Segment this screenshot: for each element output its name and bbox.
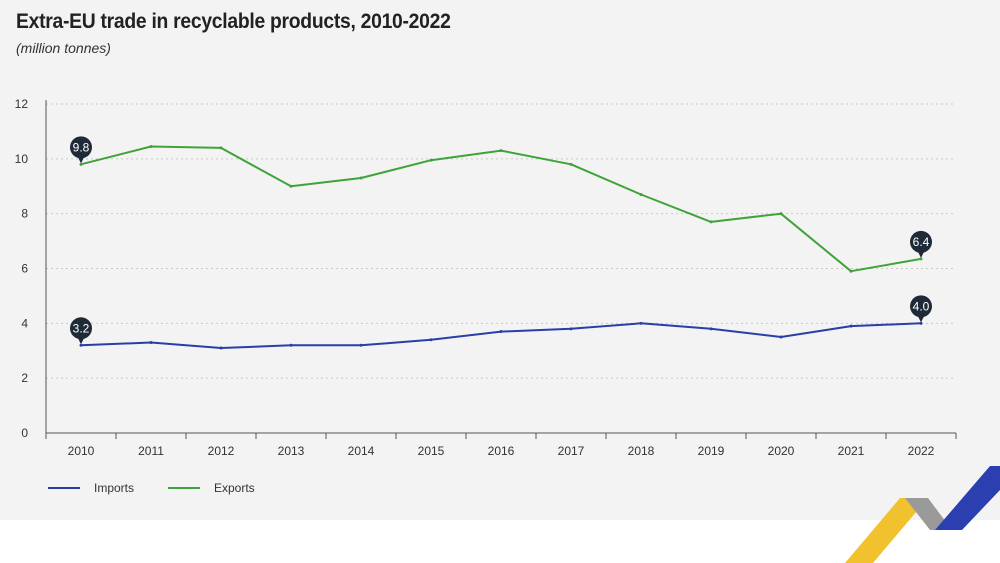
- imports-point: [79, 343, 83, 347]
- x-tick-label: 2020: [768, 444, 795, 458]
- imports-point: [639, 321, 643, 325]
- y-tick-label: 12: [15, 97, 29, 111]
- y-tick-label: 0: [21, 426, 28, 440]
- imports-point: [429, 338, 433, 342]
- exports-point: [219, 146, 223, 150]
- x-tick-label: 2012: [208, 444, 235, 458]
- eurostat-logo: [845, 466, 1000, 563]
- exports-point: [779, 212, 783, 216]
- x-tick-label: 2010: [68, 444, 95, 458]
- callout-exports-2022: 6.4: [910, 230, 932, 258]
- x-tick-label: 2017: [558, 444, 585, 458]
- y-tick-label: 8: [21, 207, 28, 221]
- callout-bubble: [70, 136, 92, 159]
- imports-line: [80, 322, 922, 349]
- callout-label: 3.2: [73, 321, 90, 335]
- exports-point: [919, 257, 923, 261]
- callout-label: 9.8: [73, 140, 90, 154]
- imports-point: [219, 346, 223, 350]
- x-tick-label: 2022: [908, 444, 935, 458]
- legend: Imports Exports: [48, 481, 255, 495]
- logo-blue-stripe: [935, 466, 1000, 530]
- callout-pointer: [917, 249, 925, 258]
- exports-line: [80, 145, 922, 273]
- imports-point: [849, 324, 853, 328]
- x-tick-label: 2021: [838, 444, 865, 458]
- y-tick-label: 10: [15, 152, 29, 166]
- y-tick-label: 4: [21, 316, 28, 330]
- x-tick-label: 2014: [348, 444, 375, 458]
- exports-point: [849, 269, 853, 273]
- series-exports: [79, 144, 923, 273]
- series-lines: [79, 144, 923, 350]
- x-tick-label: 2013: [278, 444, 305, 458]
- x-tick-label: 2015: [418, 444, 445, 458]
- callout-exports-2010: 9.8: [70, 136, 92, 164]
- imports-point: [149, 341, 153, 345]
- callout-pointer: [917, 314, 925, 323]
- x-tick-label: 2011: [138, 444, 164, 458]
- exports-point: [709, 220, 713, 224]
- logo-grey-stripe: [905, 498, 952, 530]
- y-tick-label: 6: [21, 262, 28, 276]
- callout-label: 6.4: [913, 235, 930, 249]
- exports-point: [289, 184, 293, 188]
- imports-point: [919, 321, 923, 325]
- exports-point: [149, 144, 153, 148]
- exports-point: [569, 162, 573, 166]
- chart-title: Extra-EU trade in recyclable products, 2…: [16, 10, 451, 33]
- x-tick-label: 2016: [488, 444, 515, 458]
- imports-point: [709, 327, 713, 331]
- callout-label: 4.0: [913, 299, 930, 313]
- callout-bubble: [70, 317, 92, 340]
- callout-pointer: [77, 155, 85, 164]
- imports-point: [499, 330, 503, 334]
- x-tick-label: 2019: [698, 444, 725, 458]
- legend-item-imports: Imports: [48, 481, 134, 495]
- y-tick-label: 2: [21, 371, 28, 385]
- legend-label-imports: Imports: [94, 481, 134, 495]
- value-callouts: 9.8 6.4 3.2 4.0: [70, 136, 932, 345]
- callout-imports-2010: 3.2: [70, 317, 92, 345]
- callout-pointer: [77, 336, 85, 345]
- exports-point: [79, 162, 83, 166]
- callout-bubble: [910, 230, 932, 253]
- logo-yellow-stripe: [845, 498, 928, 563]
- chart-subtitle: (million tonnes): [16, 40, 111, 56]
- series-imports: [79, 321, 923, 350]
- callout-bubble: [910, 295, 932, 318]
- imports-point: [569, 327, 573, 331]
- legend-item-exports: Exports: [168, 481, 255, 495]
- legend-label-exports: Exports: [214, 481, 255, 495]
- imports-point: [779, 335, 783, 339]
- callout-imports-2022: 4.0: [910, 295, 932, 323]
- imports-point: [359, 343, 363, 347]
- exports-point: [359, 176, 363, 180]
- exports-point: [499, 149, 503, 153]
- exports-point: [639, 192, 643, 196]
- imports-point: [289, 343, 293, 347]
- exports-point: [429, 158, 433, 162]
- axes: 0 2 4 6 8 10 12 2010 2011 2012 2013 2014 2015 2016 201…: [15, 97, 957, 458]
- x-tick-label: 2018: [628, 444, 655, 458]
- gridlines: [46, 103, 956, 379]
